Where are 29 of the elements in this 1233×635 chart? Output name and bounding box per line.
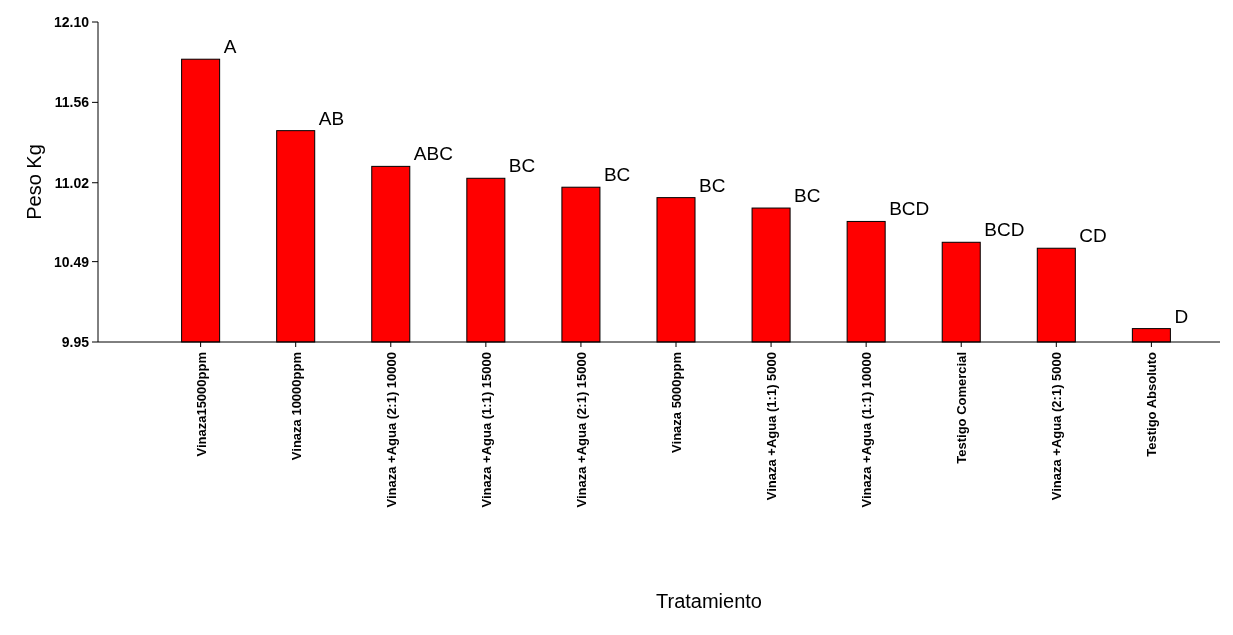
annotation: BC xyxy=(794,185,821,207)
x-tick-label: Vinaza +Agua (2:1) 5000 xyxy=(1049,352,1065,501)
x-tick-label: Vinaza 5000ppm xyxy=(669,352,684,453)
x-tick-label: Testigo Absoluto xyxy=(1144,351,1160,457)
annotation: BC xyxy=(603,164,631,186)
x-tick-label: Vinaza +Agua (1:1) 10000 xyxy=(859,352,875,508)
y-tick-label: 12.10 xyxy=(53,13,90,30)
annotation: BCD xyxy=(889,198,930,220)
annotation: A xyxy=(223,36,237,58)
annotation: AB xyxy=(318,107,345,129)
y-axis-title: Peso Kg xyxy=(23,144,45,220)
annotation: BC xyxy=(699,174,726,196)
y-tick-label: 11.02 xyxy=(54,174,90,191)
annotation: BC xyxy=(508,155,536,177)
x-tick-label: Testigo Comercial xyxy=(954,352,970,464)
annotation: ABC xyxy=(413,143,453,165)
x-tick-label: Vinaza +Agua (1:1) 5000 xyxy=(764,352,780,501)
x-tick-label: Vinaza +Agua (2:1) 15000 xyxy=(573,352,589,508)
annotation: BCD xyxy=(984,219,1025,241)
y-tick-label: 9.95 xyxy=(61,333,90,350)
x-tick-label: Vinaza 10000ppm xyxy=(288,352,304,461)
annotation: CD xyxy=(1079,225,1107,247)
annotation: D xyxy=(1174,305,1189,327)
y-tick-label: 10.49 xyxy=(53,253,90,270)
x-tick-label: Vinaza +Agua (1:1) 15000 xyxy=(478,352,494,508)
x-axis-title: Tratamiento xyxy=(656,590,762,612)
y-tick-label: 11.56 xyxy=(54,94,90,111)
x-tick-label: Vinaza +Agua (2:1) 10000 xyxy=(383,352,399,508)
x-tick-label: Vinaza15000ppm xyxy=(193,352,209,457)
